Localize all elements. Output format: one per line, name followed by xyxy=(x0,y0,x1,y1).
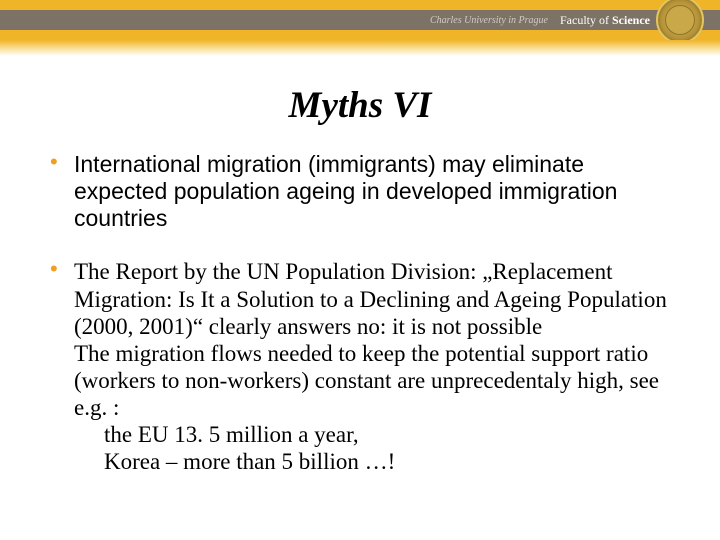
faculty-main: Science xyxy=(612,13,650,27)
bullet-2-body: The Report by the UN Population Division… xyxy=(74,258,680,475)
slide-title: Myths VI xyxy=(40,84,680,127)
faculty-name: Faculty of Science xyxy=(560,13,650,28)
header-fade xyxy=(0,40,720,56)
slide-content: Myths VI International migration (immigr… xyxy=(0,56,720,511)
bullet-2-line1: The Report by the UN Population Division… xyxy=(74,259,667,338)
bullet-item-1: International migration (immigrants) may… xyxy=(40,151,680,232)
bullet-2-sub1: the EU 13. 5 million a year, xyxy=(74,421,680,448)
bullet-1-text: International migration (immigrants) may… xyxy=(74,151,680,232)
university-name: Charles University in Prague xyxy=(430,15,548,26)
bullet-list: International migration (immigrants) may… xyxy=(40,151,680,475)
header-dark-strip: Charles University in Prague Faculty of … xyxy=(0,10,720,30)
faculty-prefix: Faculty of xyxy=(560,13,612,27)
bullet-2-sub2: Korea – more than 5 billion …! xyxy=(74,448,680,475)
header-band: Charles University in Prague Faculty of … xyxy=(0,0,720,56)
bullet-item-2: The Report by the UN Population Division… xyxy=(40,258,680,475)
bullet-2-line2: The migration flows needed to keep the p… xyxy=(74,341,659,420)
seal-inner xyxy=(665,5,695,35)
